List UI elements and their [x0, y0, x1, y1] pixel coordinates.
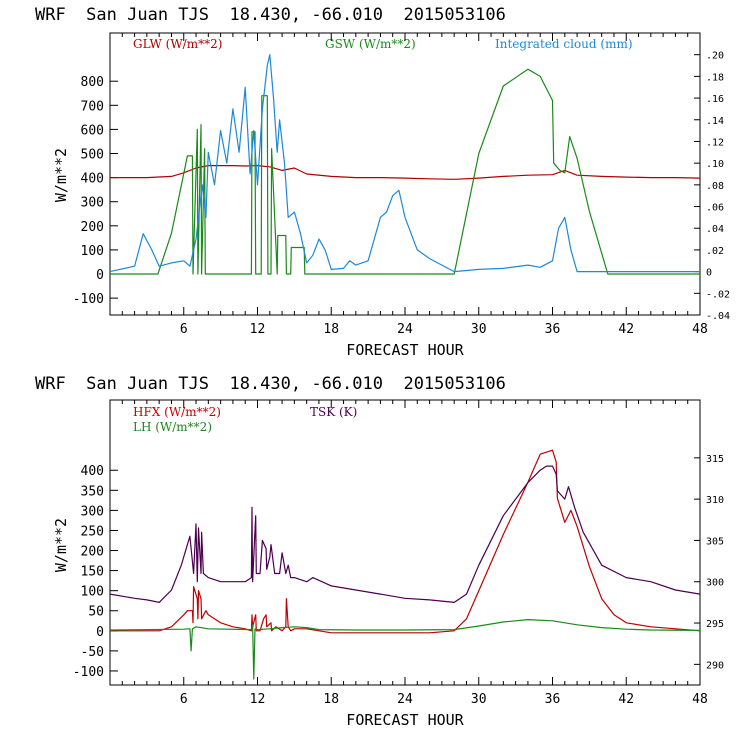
panel2-y-axis-label: W/m**2	[52, 518, 70, 572]
p1-y-tick-label: 100	[81, 244, 104, 259]
panel2-legend-lh: LH (W/m**2)	[133, 420, 212, 434]
panel1-y-axis-label: W/m**2	[52, 148, 70, 202]
p1-y-tick-label: 600	[81, 123, 104, 138]
panel1-legend-cloud: Integrated cloud (mm)	[495, 37, 633, 51]
panel1-legend-gsw: GSW (W/m**2)	[325, 37, 416, 51]
p2-y2-tick-label: 315	[706, 454, 724, 465]
p2-y-tick-label: -100	[73, 665, 104, 680]
p1-y2-tick-label: .16	[706, 94, 724, 105]
p2-y-tick-label: 350	[81, 484, 104, 499]
p1-x-tick-label: 6	[180, 322, 188, 337]
panel1-legend-glw: GLW (W/m**2)	[133, 37, 222, 51]
p2-series-line-2	[109, 465, 701, 604]
p2-x-tick-label: 24	[397, 692, 413, 707]
p2-y-tick-label: -50	[81, 645, 104, 660]
p2-y-tick-label: 300	[81, 504, 104, 519]
p2-x-tick-label: 6	[180, 692, 188, 707]
p2-x-tick-label: 36	[545, 692, 561, 707]
p1-y2-tick-label: .04	[706, 224, 724, 235]
panel2-series	[109, 449, 701, 680]
p2-x-tick-label: 48	[692, 692, 708, 707]
surface-flux-panel: WRF San Juan TJS 18.430, -66.010 2015053…	[35, 374, 724, 729]
p2-y-tick-label: 400	[81, 464, 104, 479]
p1-y-tick-label: 400	[81, 172, 104, 187]
p1-y-tick-label: -100	[73, 292, 104, 307]
panel2-legend-tsk: TSK (K)	[310, 405, 357, 419]
p1-x-tick-label: 48	[692, 322, 708, 337]
p1-y2-tick-label: -.02	[706, 289, 730, 300]
p2-y-tick-label: 250	[81, 524, 104, 539]
p1-y2-tick-label: .20	[706, 51, 724, 62]
p1-y2-tick-label: .06	[706, 203, 724, 214]
p2-y-tick-label: 0	[96, 625, 104, 640]
p2-x-tick-label: 12	[250, 692, 266, 707]
p2-y2-tick-label: 290	[706, 660, 724, 671]
p1-y2-tick-label: .14	[706, 116, 724, 127]
panel1-title: WRF San Juan TJS 18.430, -66.010 2015053…	[35, 5, 506, 25]
panel1-x-axis-label: FORECAST HOUR	[346, 341, 464, 359]
p1-y2-tick-label: .12	[706, 137, 724, 148]
p2-y2-tick-label: 295	[706, 619, 724, 630]
p1-y-tick-label: 800	[81, 75, 104, 90]
p1-y2-tick-label: .10	[706, 159, 724, 170]
p1-x-tick-label: 42	[618, 322, 634, 337]
p2-y2-tick-label: 310	[706, 495, 724, 506]
p2-x-tick-label: 18	[323, 692, 339, 707]
panel1-ticks: 6 12 18 24 30 36 42 48 -100 0 100 200 300 400 500 600 70…	[73, 33, 730, 337]
p1-y-tick-label: 500	[81, 148, 104, 163]
p2-y-tick-label: 200	[81, 545, 104, 560]
p1-x-tick-label: 18	[323, 322, 339, 337]
p1-series-line-2	[109, 54, 700, 273]
p2-y2-tick-label: 300	[706, 578, 724, 589]
p1-y-tick-label: 300	[81, 196, 104, 211]
p1-y2-tick-label: -.04	[706, 311, 730, 322]
p2-x-tick-label: 42	[618, 692, 634, 707]
p1-series-line-1	[110, 68, 700, 275]
p1-y2-tick-label: 0	[706, 268, 712, 279]
p1-x-tick-label: 12	[250, 322, 266, 337]
p1-y-tick-label: 700	[81, 99, 104, 114]
p1-y2-tick-label: .02	[706, 246, 724, 257]
panel2-x-axis-label: FORECAST HOUR	[346, 711, 464, 729]
panel2-legend-hfx: HFX (W/m**2)	[133, 405, 221, 419]
p1-x-tick-label: 36	[545, 322, 561, 337]
panel2-ticks: 6 12 18 24 30 36 42 48 -100 -50 0 50 100 150 200 250 300…	[73, 400, 724, 707]
p1-x-tick-label: 24	[397, 322, 413, 337]
p1-x-tick-label: 30	[471, 322, 487, 337]
p2-y-tick-label: 50	[88, 605, 104, 620]
p2-y-tick-label: 150	[81, 565, 104, 580]
p2-y-tick-label: 100	[81, 585, 104, 600]
p2-x-tick-label: 30	[471, 692, 487, 707]
radiation-cloud-panel: WRF San Juan TJS 18.430, -66.010 2015053…	[35, 5, 730, 359]
panel2-title: WRF San Juan TJS 18.430, -66.010 2015053…	[35, 374, 506, 394]
p1-y2-tick-label: .08	[706, 181, 724, 192]
p1-y-tick-label: 0	[96, 268, 104, 283]
p1-y2-tick-label: .18	[706, 72, 724, 83]
p2-series-line-1	[109, 618, 701, 680]
p1-series-line-0	[110, 165, 701, 180]
p2-y2-tick-label: 305	[706, 536, 724, 547]
panel1-series	[109, 54, 701, 275]
p1-y-tick-label: 200	[81, 220, 104, 235]
